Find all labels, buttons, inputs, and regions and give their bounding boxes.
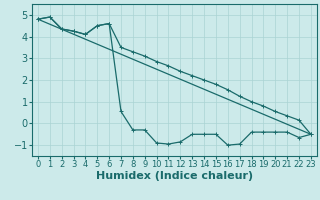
X-axis label: Humidex (Indice chaleur): Humidex (Indice chaleur)	[96, 171, 253, 181]
